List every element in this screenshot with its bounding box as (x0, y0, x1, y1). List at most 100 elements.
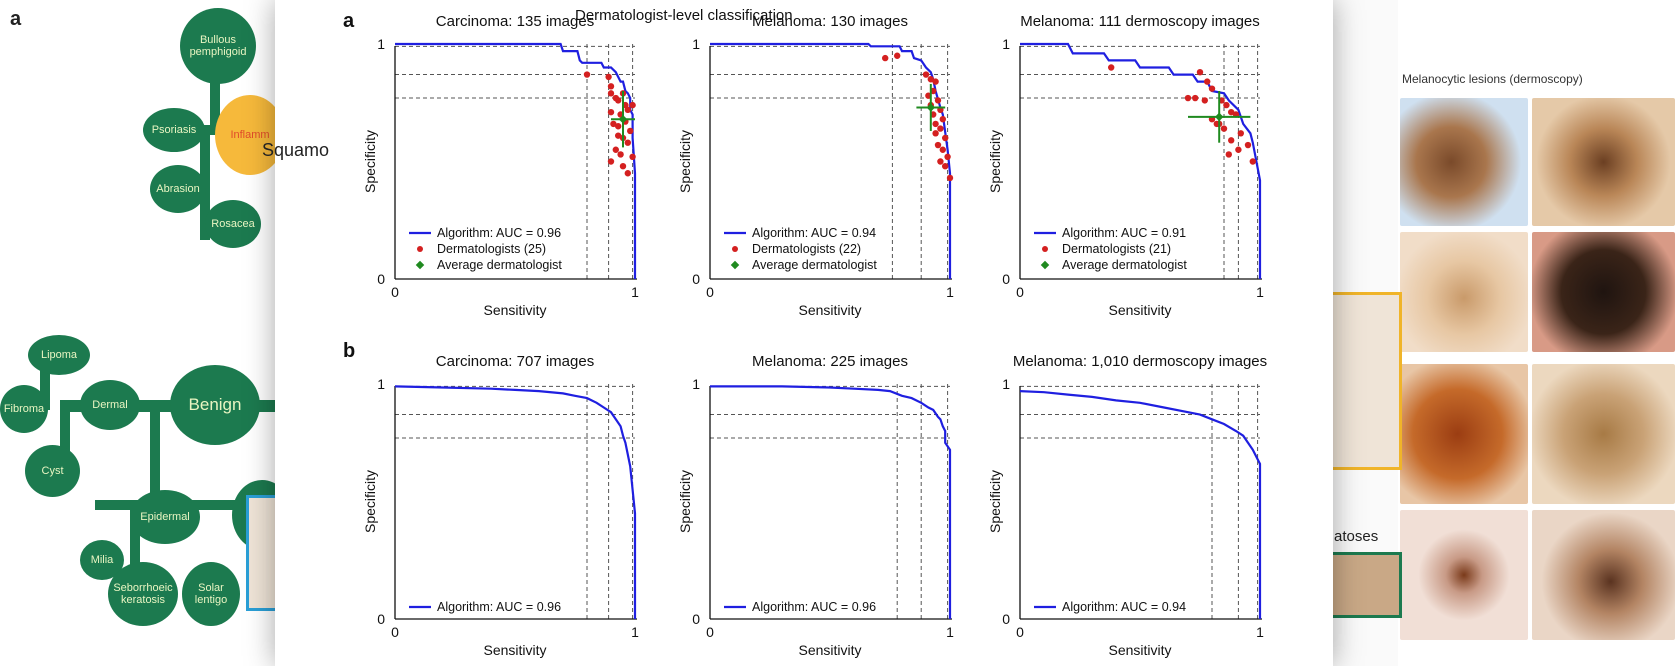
y-tick-label: 1 (377, 376, 385, 392)
dermatologist-point (610, 120, 617, 128)
roc-chart-5: Melanoma: 225 images 1 00 1 Sensitivity Speci… (677, 353, 954, 658)
legend-label: Dermatologists (21) (1062, 242, 1171, 256)
legend-diamond-marker (415, 260, 425, 270)
dermatologist-point (629, 101, 636, 109)
x-axis-label: Sensitivity (1108, 642, 1171, 658)
x-tick-label: 0 (1016, 284, 1024, 300)
tree-branch (40, 350, 50, 410)
x-tick-label: 1 (946, 284, 954, 300)
tree-branch (130, 500, 140, 575)
dermatologist-point (932, 120, 939, 128)
dermatologist-point (1184, 94, 1192, 102)
dermatologist-point (607, 158, 615, 165)
roc-chart-1: Carcinoma: 135 images 1 00 1 Sensitivity Spec… (362, 13, 639, 318)
node-abrasion: Abrasion (150, 165, 206, 213)
dermatologist-point (607, 108, 615, 116)
figure-header-fragment: Dermatologist-level classification (575, 7, 793, 24)
x-axis-label: Sensitivity (483, 302, 546, 318)
y-tick-label: 1 (1002, 36, 1010, 52)
dermatologist-point (607, 90, 615, 97)
legend-label: Dermatologists (22) (752, 242, 861, 256)
dermatologist-point (1192, 94, 1199, 102)
lesion-image (1400, 510, 1528, 640)
y-axis-label: Specificity (677, 470, 693, 533)
example-images-box (1328, 552, 1402, 618)
y-tick-label: 1 (377, 36, 385, 52)
legend-label: Average dermatologist (437, 258, 562, 272)
example-images-box (1328, 292, 1402, 470)
dermatologist-point (937, 158, 944, 165)
y-tick-label: 0 (1002, 271, 1010, 287)
y-axis-label: Specificity (677, 130, 693, 193)
x-tick-label: 0 (391, 284, 399, 300)
dermatologist-point (624, 106, 631, 114)
legend-dot-marker (732, 246, 738, 252)
y-axis-label: Specificity (987, 470, 1003, 533)
y-tick-label: 1 (692, 376, 700, 392)
y-tick-label: 0 (377, 611, 385, 627)
node-cyst: Cyst (25, 445, 80, 497)
dermatologist-point (944, 153, 951, 160)
y-tick-label: 0 (377, 271, 385, 287)
dermatologist-point (612, 146, 619, 153)
x-axis-label: Sensitivity (1108, 302, 1171, 318)
x-tick-label: 1 (631, 624, 639, 640)
dermatologist-point (1223, 101, 1230, 109)
average-dermatologist-point (1214, 112, 1224, 122)
tree-branch (210, 40, 220, 130)
y-axis-label: Specificity (362, 130, 378, 193)
lesion-image (1532, 510, 1675, 640)
y-tick-label: 0 (692, 271, 700, 287)
legend-label: Algorithm: AUC = 0.91 (1062, 226, 1186, 240)
y-tick-label: 0 (1002, 611, 1010, 627)
legend-label: Algorithm: AUC = 0.94 (1062, 600, 1186, 614)
node-inflammatory: Inflamm (215, 95, 285, 175)
dermatologist-point (615, 97, 622, 104)
dermatologist-point (942, 134, 949, 142)
dermatologist-point (1244, 141, 1252, 149)
dermatologist-point (619, 163, 627, 170)
x-axis-label: Sensitivity (483, 642, 546, 658)
y-tick-label: 1 (1002, 376, 1010, 392)
dermatologist-point (605, 73, 612, 81)
dermatologist-point (624, 170, 631, 177)
lesion-image (1532, 98, 1675, 226)
y-tick-label: 0 (692, 611, 700, 627)
lesion-image (1400, 232, 1528, 352)
node-solar-lentigo: Solar lentigo (182, 562, 240, 626)
dermatologist-point (932, 130, 939, 137)
node-epidermal: Epidermal (130, 490, 200, 544)
dermatologist-point (1108, 64, 1115, 71)
legend-label: Dermatologists (25) (437, 242, 546, 256)
chart-title: Melanoma: 130 images (752, 13, 908, 30)
dermatologist-point (1201, 97, 1208, 104)
roc-figure: Dermatologist-level classification a b C… (275, 0, 1333, 666)
node-dermal: Dermal (80, 380, 140, 430)
dermatologist-point (934, 141, 942, 149)
dermatologist-point (932, 78, 939, 85)
x-axis-label: Sensitivity (798, 642, 861, 658)
algorithm-roc-curve (710, 42, 952, 279)
algorithm-roc-curve (1020, 42, 1262, 279)
algorithm-roc-curve (394, 385, 637, 619)
dermoscopy-images-panel: Melanocytic lesions (dermoscopy) (1398, 0, 1677, 666)
dermatologist-point (1204, 78, 1211, 85)
dermatologist-point (1208, 85, 1216, 92)
x-tick-label: 0 (706, 284, 714, 300)
lesion-image (1532, 364, 1675, 504)
dermatologist-point (939, 116, 946, 123)
legend-label: Algorithm: AUC = 0.96 (437, 226, 561, 240)
dermatologist-point (894, 52, 901, 59)
dermatologist-point (1220, 125, 1228, 132)
x-tick-label: 1 (1256, 624, 1264, 640)
dermatologist-point (624, 139, 631, 146)
taxonomy-figure-panel: a Bullous pemphigoid Psoriasis Inflamm A… (0, 0, 292, 666)
dermatologist-point (1196, 69, 1204, 76)
squamous-label-fragment: Squamo (262, 140, 330, 160)
legend-label: Average dermatologist (1062, 258, 1187, 272)
roc-plots-svg: Dermatologist-level classification a b C… (275, 0, 1333, 658)
dermatologist-point (1249, 158, 1256, 165)
dermatologist-point (617, 151, 624, 158)
tree-branch (150, 410, 160, 530)
